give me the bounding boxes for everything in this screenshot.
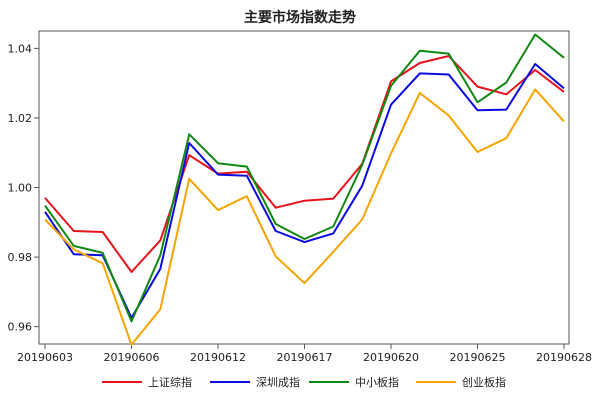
- y-tick-label: 0.96: [8, 321, 33, 334]
- series-lines: [44, 33, 565, 346]
- y-tick-label: 1.04: [8, 42, 33, 55]
- x-axis: 20190603 20190606 20190612 20190617 20190620…: [17, 344, 592, 364]
- legend-label: 创业板指: [462, 375, 506, 389]
- x-tick-label: 20190612: [190, 351, 246, 364]
- series-line-1: [44, 63, 565, 319]
- legend-item: 创业板指: [416, 375, 506, 389]
- legend-label: 中小板指: [355, 375, 399, 389]
- legend-item: 上证综指: [102, 375, 192, 389]
- y-tick-label: 1.00: [8, 182, 33, 195]
- legend-item: 中小板指: [309, 375, 399, 389]
- y-axis: 0.96 0.98 1.00 1.02 1.04: [8, 42, 39, 334]
- chart-title: 主要市场指数走势: [244, 9, 356, 26]
- legend: 上证综指 深圳成指 中小板指 创业板指: [102, 375, 506, 389]
- y-tick-label: 1.02: [8, 112, 33, 125]
- y-tick-label: 0.98: [8, 251, 33, 264]
- legend-item: 深圳成指: [210, 375, 300, 389]
- legend-label: 上证综指: [148, 375, 192, 389]
- x-tick-label: 20190625: [450, 351, 506, 364]
- series-line-0: [44, 55, 565, 273]
- x-tick-label: 20190620: [363, 351, 419, 364]
- x-tick-label: 20190606: [104, 351, 160, 364]
- series-line-3: [44, 88, 565, 346]
- x-tick-label: 20190628: [536, 351, 592, 364]
- x-tick-label: 20190603: [17, 351, 73, 364]
- x-tick-label: 20190617: [277, 351, 333, 364]
- series-line-2: [44, 33, 565, 323]
- plot-area: [38, 30, 570, 345]
- legend-label: 深圳成指: [256, 375, 300, 389]
